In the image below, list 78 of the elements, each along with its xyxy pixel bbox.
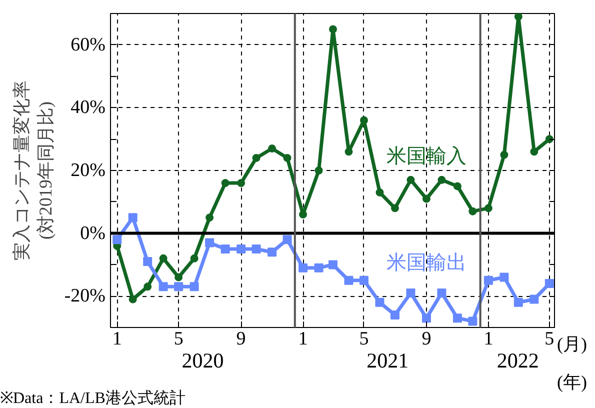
point [452, 314, 462, 323]
x-tick-label: 1 [484, 328, 494, 350]
point [128, 295, 137, 304]
point [174, 282, 184, 292]
point [514, 298, 523, 307]
x-tick-label: 5 [544, 328, 554, 350]
point [190, 254, 198, 262]
point [329, 25, 337, 34]
point [159, 254, 168, 262]
point [406, 176, 415, 184]
point [268, 248, 277, 257]
point [112, 235, 122, 244]
point [143, 257, 152, 266]
point [236, 244, 246, 254]
point [344, 148, 353, 156]
y-tick-label: -20% [64, 286, 106, 307]
point [174, 273, 183, 282]
point [544, 279, 554, 288]
point [144, 282, 152, 291]
point [158, 282, 168, 292]
point [545, 135, 554, 144]
point [376, 188, 384, 196]
point [282, 235, 292, 244]
point [437, 288, 446, 298]
point [283, 154, 292, 162]
point [314, 263, 324, 272]
point [344, 276, 354, 285]
point [206, 214, 214, 222]
point [422, 314, 431, 323]
text: (月) [557, 333, 587, 355]
point [484, 204, 492, 212]
point [530, 148, 538, 156]
point [514, 14, 522, 21]
point [390, 310, 400, 320]
x-tick-label: 1 [298, 328, 308, 350]
point [453, 182, 462, 190]
text: ※Data：LA/LB港公式統計 [0, 390, 186, 408]
point [328, 260, 338, 270]
y-axis-title: 実入コンテナ量変化率 (対2019年同月比) [11, 80, 56, 260]
point [359, 276, 368, 285]
point [128, 213, 138, 222]
point [530, 294, 539, 304]
y-tick-label: 60% [70, 34, 106, 56]
point [360, 116, 368, 124]
x-tick-label: 1 [112, 328, 122, 350]
point [375, 298, 384, 307]
text: (年) [557, 371, 587, 393]
point [205, 238, 214, 248]
point [252, 154, 260, 162]
point [252, 244, 261, 254]
y-tick-label: 40% [70, 97, 106, 118]
point [221, 179, 230, 188]
point [484, 276, 493, 285]
point [314, 166, 323, 174]
point [237, 179, 246, 188]
point [500, 272, 509, 282]
y-tick-label: 0% [80, 222, 106, 244]
y-tick-label: 20% [70, 160, 106, 181]
point [468, 316, 478, 326]
x-tick-label: 5 [359, 328, 369, 350]
point [268, 144, 276, 153]
point [422, 194, 430, 203]
x-tick-label: 9 [422, 328, 432, 350]
text: 2022 [496, 348, 539, 372]
text: 2021 [366, 348, 409, 372]
point [406, 288, 416, 298]
x-tick-label: 9 [236, 328, 246, 350]
point [500, 150, 508, 159]
text: 2020 [182, 348, 224, 372]
x-tick-label: 5 [174, 328, 184, 350]
point [438, 176, 446, 184]
point [220, 244, 230, 254]
point [298, 263, 308, 272]
point [468, 207, 477, 216]
series-label: 米国輸出 [386, 252, 466, 274]
point [190, 282, 199, 292]
point [390, 204, 399, 212]
series-label: 米国輸入 [386, 145, 466, 168]
